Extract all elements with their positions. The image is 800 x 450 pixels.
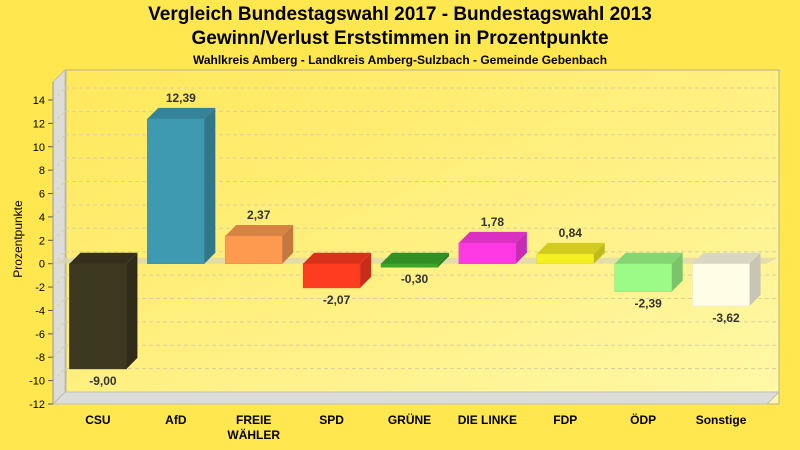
y-tick-label: -2	[35, 282, 45, 294]
bar-afd	[147, 118, 205, 264]
data-label: 0,84	[559, 226, 583, 240]
gridline-side	[52, 157, 66, 171]
y-tick-label: 2	[39, 235, 45, 247]
bar-freie-wähler	[224, 235, 283, 264]
chart-title: Vergleich Bundestagswahl 2017 - Bundesta…	[148, 4, 652, 25]
bar-csu	[69, 263, 127, 370]
y-tick-label: 12	[33, 118, 45, 130]
x-tick-label: FDP	[553, 413, 577, 427]
y-tick-label: 14	[33, 95, 45, 107]
x-tick-label: CSU	[85, 413, 110, 427]
bar-grüne	[380, 263, 439, 268]
bar-top	[381, 252, 449, 264]
x-tick-label: DIE LINKE	[458, 413, 517, 427]
y-tick-label: 10	[33, 142, 45, 154]
data-label: -2,07	[323, 293, 351, 307]
x-tick-label: WÄHLER	[227, 427, 280, 442]
y-tick-label: -12	[29, 399, 45, 411]
x-tick-label: FREIE	[236, 413, 271, 427]
bar-top	[536, 242, 605, 254]
gridline-side	[52, 251, 66, 265]
y-tick-label: 6	[39, 189, 45, 201]
bar-top	[458, 231, 527, 243]
bar-side	[515, 231, 527, 264]
gridline-side	[52, 274, 66, 288]
y-tick-label: 4	[39, 212, 45, 224]
bar-top	[225, 224, 294, 236]
left-wall	[52, 68, 66, 406]
gridline-side	[52, 368, 66, 381]
gridline-side	[52, 181, 66, 194]
x-tick-label: Sonstige	[696, 413, 747, 427]
bar-side	[438, 252, 449, 268]
bar-top	[147, 107, 216, 119]
bar-top	[69, 252, 138, 264]
gridline-side	[52, 204, 66, 218]
bar-spd	[302, 263, 361, 289]
data-label: 2,37	[247, 208, 271, 222]
bar-die-linke	[458, 242, 517, 264]
data-label: -2,39	[634, 297, 662, 311]
chart-subtitle-region: Wahlkreis Amberg - Landkreis Amberg-Sulz…	[192, 53, 608, 67]
data-label: 12,39	[166, 91, 196, 105]
bar-top	[303, 252, 372, 264]
data-label: 1,78	[481, 215, 505, 229]
bar-side	[593, 242, 605, 264]
gridline-side	[52, 134, 66, 148]
y-tick-label: 0	[39, 259, 45, 271]
gridline-side	[52, 111, 66, 124]
y-tick-label: -4	[35, 305, 45, 317]
gridline-side	[52, 298, 66, 311]
bar-ödp	[614, 263, 672, 292]
y-tick-label: -6	[35, 329, 45, 341]
gridline-side	[52, 344, 66, 358]
chart-subtitle: Gewinn/Verlust Erststimmen in Prozentpun…	[191, 28, 609, 49]
y-tick-label: -8	[35, 352, 45, 364]
data-label: -9,00	[89, 374, 117, 388]
x-tick-label: SPD	[319, 413, 344, 427]
bar-top	[692, 252, 761, 264]
data-label: -3,62	[712, 311, 740, 325]
y-tick-label: 8	[39, 165, 45, 177]
x-tick-label: GRÜNE	[388, 412, 431, 427]
gridline-side	[52, 227, 66, 241]
bar-side	[126, 252, 138, 369]
bar-side	[749, 252, 761, 307]
data-label: -0,30	[401, 272, 429, 286]
bar-side	[282, 224, 294, 264]
floor	[51, 391, 781, 405]
gridline-side	[52, 87, 66, 101]
x-tick-label: ÖDP	[630, 412, 656, 427]
bar-top	[614, 252, 683, 264]
bar-side	[204, 107, 216, 264]
y-tick-label: -10	[29, 376, 45, 388]
x-tick-label: AfD	[165, 413, 187, 427]
bar-sonstige	[692, 263, 750, 307]
bar-side	[671, 252, 683, 292]
bar-side	[360, 252, 372, 288]
bar-fdp	[536, 253, 595, 264]
gridline-side	[52, 321, 66, 335]
